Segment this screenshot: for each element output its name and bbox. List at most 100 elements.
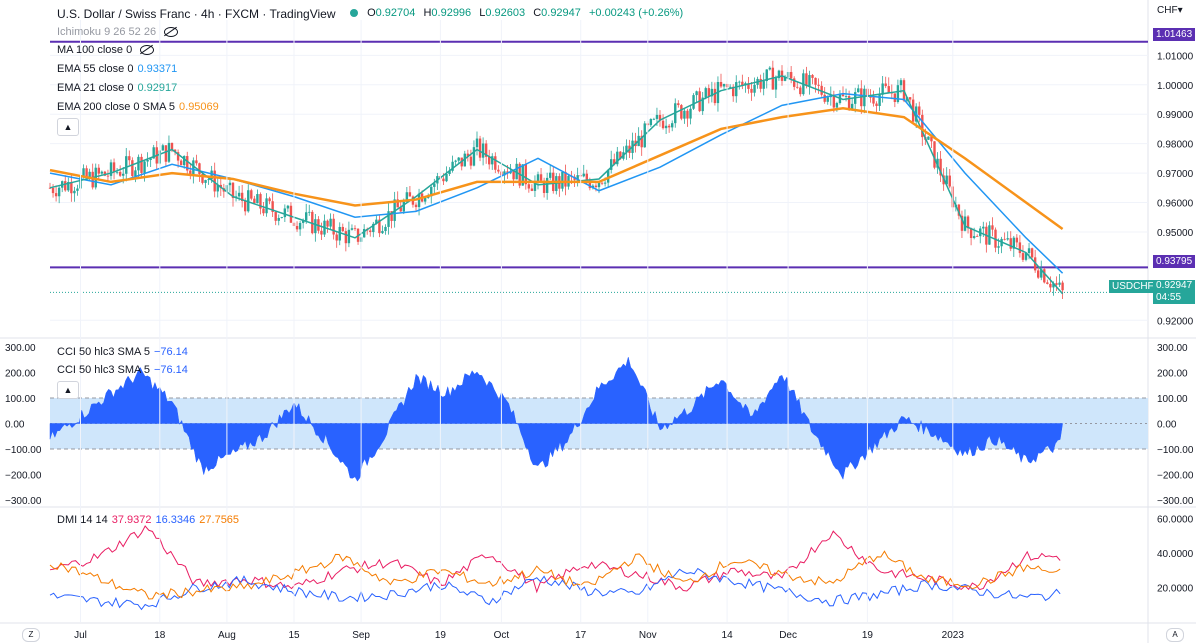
legend-ichimoku[interactable]: Ichimoku 9 26 52 26 bbox=[57, 25, 182, 39]
candle-body bbox=[488, 156, 491, 165]
candle-body bbox=[97, 167, 100, 174]
candle-body bbox=[103, 171, 107, 176]
candle-body bbox=[936, 158, 939, 168]
candle-body bbox=[1055, 283, 1058, 285]
candle-body bbox=[494, 156, 497, 170]
candle-body bbox=[341, 226, 344, 232]
candle-body bbox=[70, 181, 73, 194]
candle-body bbox=[969, 228, 973, 239]
candle-body bbox=[448, 170, 451, 175]
collapse-legend-button[interactable]: ▲ bbox=[57, 118, 79, 136]
candle-body bbox=[442, 178, 445, 182]
cci-tick-label-left: −200.00 bbox=[5, 470, 42, 481]
candle-body bbox=[216, 184, 219, 192]
legend-dmi[interactable]: DMI 14 14 37.9372 16.3346 27.7565 bbox=[57, 514, 240, 526]
time-tick-label: Oct bbox=[494, 630, 510, 641]
candle-body bbox=[1052, 283, 1055, 288]
candle-body bbox=[414, 204, 418, 208]
candle-body bbox=[945, 175, 948, 185]
candle-body bbox=[588, 180, 592, 189]
legend-ema21[interactable]: EMA 21 close 0 0.92917 bbox=[57, 82, 178, 94]
candle-body bbox=[280, 217, 283, 218]
candle-body bbox=[857, 88, 860, 93]
candle-body bbox=[1046, 282, 1049, 284]
candle-body bbox=[732, 86, 735, 97]
candle-body bbox=[793, 78, 796, 87]
dmi-tick-label: 60.0000 bbox=[1157, 515, 1194, 526]
candle-body bbox=[875, 103, 878, 106]
candle-body bbox=[686, 110, 689, 119]
candle-body bbox=[112, 162, 116, 173]
hidden-eye-icon[interactable] bbox=[164, 27, 179, 38]
candle-body bbox=[173, 149, 177, 153]
candle-body bbox=[128, 156, 131, 161]
candle-body bbox=[231, 182, 235, 199]
currency-label[interactable]: CHF▾ bbox=[1157, 5, 1183, 16]
candle-body bbox=[768, 67, 771, 70]
cci-tick-label-right: 300.00 bbox=[1157, 343, 1188, 354]
candle-body bbox=[759, 78, 762, 89]
candle-body bbox=[844, 96, 848, 97]
candle-body bbox=[320, 230, 323, 235]
candle-body bbox=[527, 184, 531, 189]
cci-tick-label-right: −200.00 bbox=[1157, 470, 1194, 481]
candle-body bbox=[966, 216, 970, 229]
candle-body bbox=[680, 105, 683, 119]
candle-body bbox=[48, 187, 52, 189]
candle-body bbox=[161, 145, 165, 151]
candle-body bbox=[167, 142, 171, 162]
legend-cci-1[interactable]: CCI 50 hlc3 SMA 5 −76.14 bbox=[57, 346, 188, 358]
candle-body bbox=[301, 220, 305, 223]
candle-body bbox=[265, 198, 268, 214]
z-button[interactable]: Z bbox=[22, 628, 40, 642]
cci-value: −76.14 bbox=[153, 364, 188, 376]
candle-body bbox=[73, 190, 76, 194]
candle-body bbox=[1058, 282, 1061, 285]
candle-body bbox=[545, 177, 549, 193]
candle-body bbox=[1018, 242, 1022, 254]
candle-body bbox=[533, 181, 537, 191]
legend-ema55[interactable]: EMA 55 close 0 0.93371 bbox=[57, 63, 178, 75]
candle-body bbox=[683, 110, 686, 119]
price-tick-label: 0.97000 bbox=[1157, 169, 1194, 180]
candle-body bbox=[240, 192, 244, 202]
candle-body bbox=[152, 147, 155, 159]
candle-body bbox=[613, 159, 616, 165]
candle-body bbox=[344, 231, 348, 244]
candle-body bbox=[603, 182, 607, 184]
time-tick-label: 19 bbox=[862, 630, 874, 641]
legend-ema200[interactable]: EMA 200 close 0 SMA 5 0.95069 bbox=[57, 101, 219, 113]
cci-tick-label-left: 200.00 bbox=[5, 369, 36, 380]
candle-body bbox=[247, 190, 250, 212]
time-tick-label: Aug bbox=[218, 630, 236, 641]
candle-body bbox=[972, 236, 976, 239]
hidden-eye-icon[interactable] bbox=[140, 45, 155, 56]
candle-body bbox=[1015, 237, 1019, 243]
dmi-line-minus bbox=[49, 567, 1061, 611]
candle-body bbox=[82, 168, 85, 177]
candle-body bbox=[115, 171, 119, 173]
candle-body bbox=[118, 171, 122, 176]
legend-cci-2[interactable]: CCI 50 hlc3 SMA 5 −76.14 bbox=[57, 364, 188, 376]
ema200-value: 0.95069 bbox=[179, 101, 219, 113]
candle-body bbox=[1043, 269, 1046, 283]
candle-body bbox=[884, 83, 887, 87]
collapse-cci-legend-button[interactable]: ▲ bbox=[57, 381, 79, 399]
close-value: 0.92947 bbox=[541, 7, 581, 19]
candle-body bbox=[960, 215, 964, 231]
candle-body bbox=[143, 161, 146, 173]
price-tick-label: 0.95000 bbox=[1157, 228, 1194, 239]
candle-body bbox=[582, 173, 585, 177]
candle-body bbox=[295, 226, 299, 230]
time-tick-label: 14 bbox=[722, 630, 734, 641]
candle-body bbox=[542, 180, 546, 193]
candle-body bbox=[1024, 252, 1028, 260]
candle-body bbox=[667, 125, 671, 128]
legend-ma100[interactable]: MA 100 close 0 bbox=[57, 43, 158, 57]
candle-body bbox=[918, 106, 921, 115]
candle-body bbox=[826, 97, 829, 102]
adx-value: 27.7565 bbox=[199, 514, 240, 526]
time-tick-label: Dec bbox=[779, 630, 797, 641]
auto-scale-button[interactable]: A bbox=[1166, 628, 1184, 642]
